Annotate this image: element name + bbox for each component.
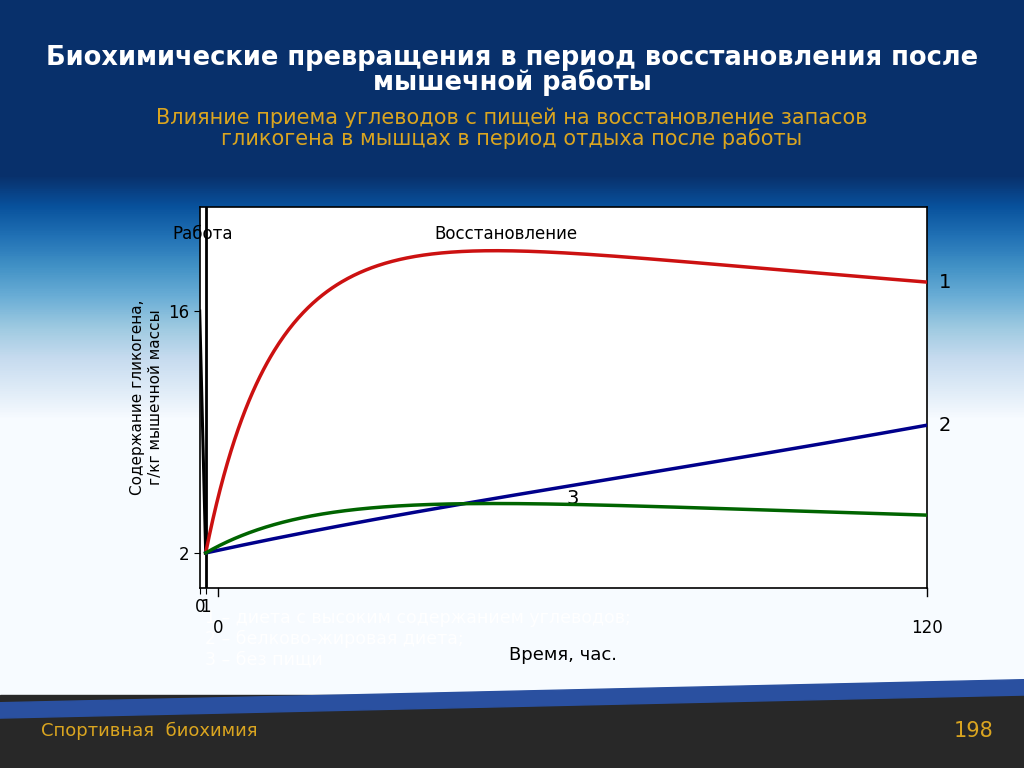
- Text: 3: 3: [566, 489, 579, 508]
- Text: 3 – без пищи: 3 – без пищи: [205, 650, 323, 669]
- Text: гликогена в мышцах в период отдыха после работы: гликогена в мышцах в период отдыха после…: [221, 127, 803, 149]
- Text: Восстановление: Восстановление: [434, 225, 578, 243]
- Text: мышечной работы: мышечной работы: [373, 68, 651, 96]
- Bar: [0, 695, 1024, 768]
- Text: Спортивная  биохимия: Спортивная биохимия: [41, 722, 257, 740]
- Text: 2 – белково-жировая диета;: 2 – белково-жировая диета;: [205, 630, 464, 648]
- Text: Работа: Работа: [173, 225, 233, 243]
- Y-axis label: Содержание гликогена,
г/кг мышечной массы: Содержание гликогена, г/кг мышечной масс…: [130, 300, 163, 495]
- Text: Биохимические превращения в период восстановления после: Биохимические превращения в период восст…: [46, 45, 978, 71]
- Text: 2: 2: [939, 415, 951, 435]
- Text: 120: 120: [910, 619, 943, 637]
- X-axis label: Время, час.: Время, час.: [509, 647, 617, 664]
- Text: 1 – диета с высоким содержанием углеводов;: 1 – диета с высоким содержанием углеводо…: [205, 609, 631, 627]
- Polygon shape: [0, 680, 1024, 718]
- Text: 1: 1: [939, 273, 951, 292]
- Text: 0: 0: [212, 619, 223, 637]
- Text: 198: 198: [953, 721, 993, 741]
- Text: Влияние приема углеводов с пищей на восстановление запасов: Влияние приема углеводов с пищей на восс…: [157, 108, 867, 127]
